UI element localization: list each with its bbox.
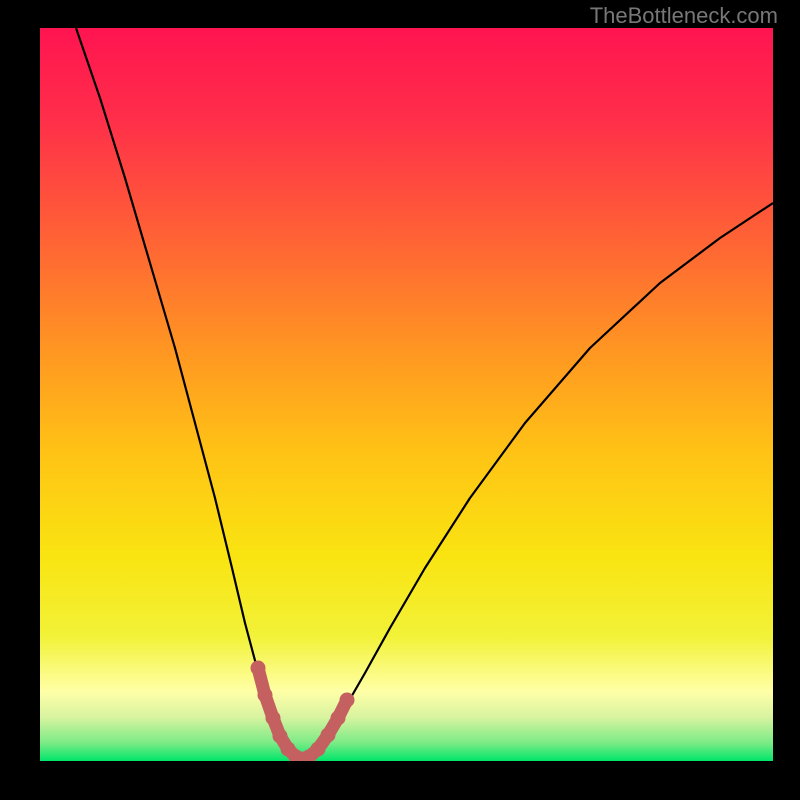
plot-area (40, 28, 773, 761)
segment-bead (340, 693, 355, 708)
segment-bead (321, 728, 336, 743)
segment-bead (266, 711, 281, 726)
watermark-text: TheBottleneck.com (590, 3, 778, 29)
gradient-background (40, 28, 773, 761)
segment-bead (258, 688, 273, 703)
segment-bead (311, 742, 326, 757)
chart-stage: TheBottleneck.com (0, 0, 800, 800)
segment-bead (273, 729, 288, 744)
segment-bead (251, 661, 266, 676)
segment-bead (331, 711, 346, 726)
